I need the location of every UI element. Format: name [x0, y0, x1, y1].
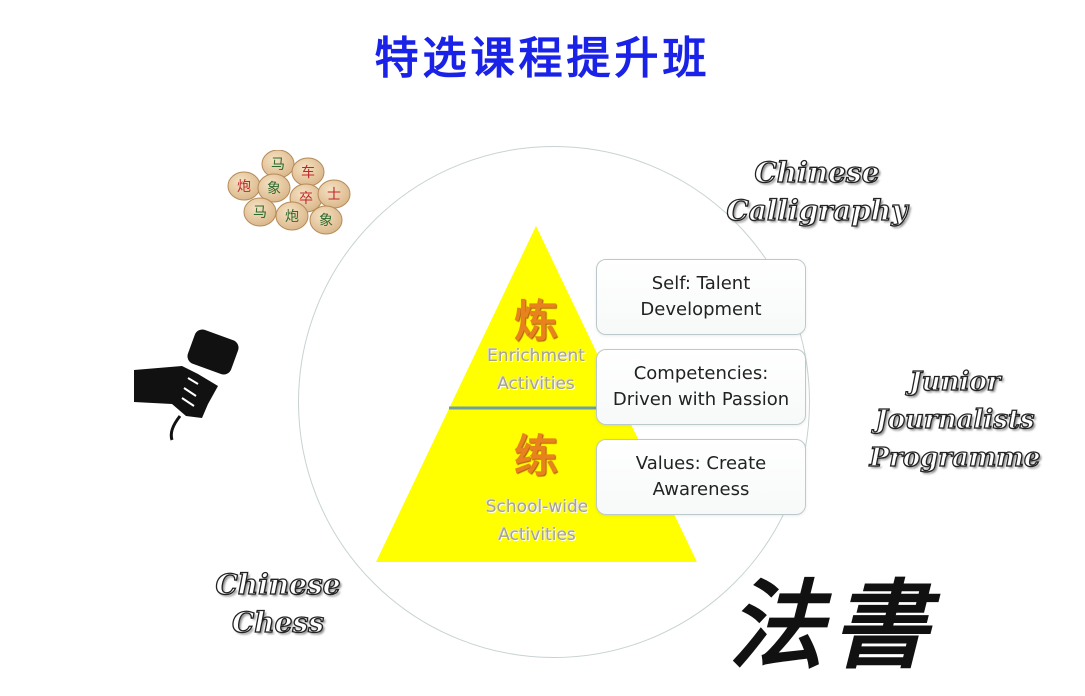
calligraphy-label: Chinese Calligraphy: [726, 155, 908, 227]
calligraphy-artwork: 法書: [728, 569, 936, 682]
chess-piece-label: 马: [253, 205, 267, 221]
chinese-chess-pieces-image: 马车炮 象卒 士马炮象: [227, 150, 351, 235]
chess-label: Chinese Chess: [215, 567, 341, 639]
self-box: Self: Talent Development: [596, 259, 806, 335]
chess-piece: [309, 205, 343, 235]
chess-piece-label: 炮: [285, 209, 299, 225]
chess-piece: [275, 201, 309, 231]
page-title: 特选课程提升班: [374, 33, 711, 84]
chess-piece-label: 炮: [237, 179, 251, 195]
journalists-label: Junior Journalists Programme: [869, 366, 1041, 473]
chess-piece: [243, 197, 277, 227]
chess-piece-label: 卒: [299, 191, 313, 207]
values-box: Values: Create Awareness: [596, 439, 806, 515]
pyramid-top-label: Enrichment Activities: [487, 346, 585, 394]
chess-piece-label: 马: [271, 157, 285, 173]
microphone-icon: [134, 329, 239, 441]
chess-piece: [257, 173, 291, 203]
pyramid-top-char: 炼: [514, 296, 558, 347]
pyramid-bottom-char: 练: [514, 431, 558, 482]
competencies-box: Competencies: Driven with Passion: [596, 349, 806, 425]
chess-piece-label: 象: [319, 213, 333, 229]
chess-piece-label: 车: [301, 164, 315, 181]
pyramid-bottom-label: School-wide Activities: [485, 497, 589, 545]
chess-piece-label: 象: [267, 181, 281, 197]
chess-piece-label: 士: [327, 187, 341, 203]
